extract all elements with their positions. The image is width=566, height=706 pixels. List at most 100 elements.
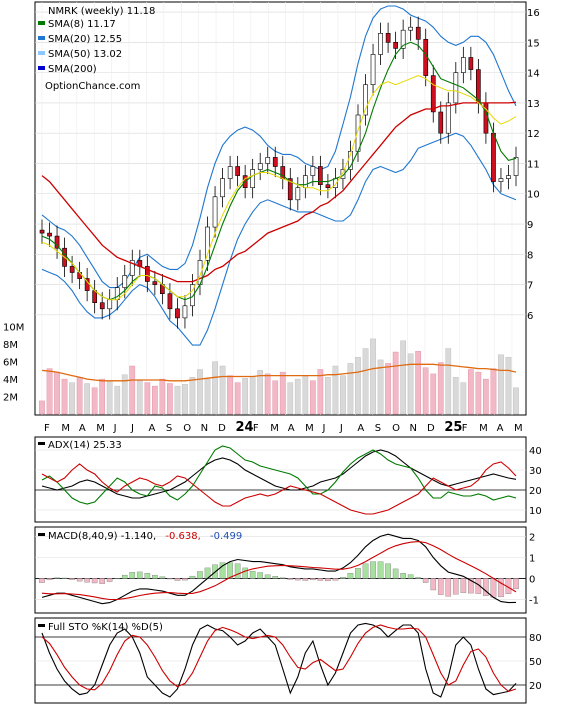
macd-histogram-bar xyxy=(39,578,45,583)
indicator-line xyxy=(41,624,517,693)
date-tick-label: M xyxy=(305,423,314,434)
macd-histogram-bar xyxy=(370,561,376,579)
volume-bar xyxy=(219,365,226,415)
macd-histogram-bar xyxy=(468,578,474,594)
volume-bar xyxy=(69,382,75,415)
macd-histogram-bar xyxy=(99,578,105,584)
price-panel-frame xyxy=(34,1,527,416)
volume-bar xyxy=(498,354,504,415)
volume-bar xyxy=(430,373,437,415)
candle-up xyxy=(182,305,188,319)
volume-bar xyxy=(370,338,376,415)
candle-up xyxy=(498,178,504,182)
candle-up xyxy=(227,166,233,179)
indicator-line xyxy=(41,541,517,601)
volume-bar xyxy=(317,369,324,415)
volume-bar xyxy=(452,377,459,415)
macd-histogram-bar xyxy=(167,578,173,580)
candle-up xyxy=(107,299,113,310)
candle-up xyxy=(513,157,519,176)
macd-histogram-bar xyxy=(362,563,369,579)
volume-bar xyxy=(347,363,354,415)
legend-sma20: SMA(20) 12.55 xyxy=(48,34,122,45)
volume-bar xyxy=(340,375,346,415)
price-tick-label: 7 xyxy=(527,281,533,292)
candle-up xyxy=(370,54,376,86)
date-tick-label: F xyxy=(253,423,259,434)
macd-histogram-bar xyxy=(385,563,391,579)
indicator-tick-label: 30 xyxy=(529,466,542,477)
volume-bar xyxy=(513,387,519,415)
macd-histogram-bar xyxy=(347,573,354,579)
date-tick-label: A xyxy=(497,423,504,434)
date-tick-label: M xyxy=(479,423,488,434)
candle-up xyxy=(310,166,316,176)
macd-histogram-bar xyxy=(332,578,339,581)
candle-down xyxy=(167,293,173,310)
indicator-tick-label: 2 xyxy=(529,532,535,543)
sma8-line xyxy=(41,41,517,301)
macd-title: MACD(8,40,9) -1.140, -0.638, -0.499 xyxy=(48,531,242,542)
volume-bar xyxy=(362,348,369,415)
macd-title-signal: -0.638, xyxy=(165,531,200,542)
legend-sma200: SMA(200) xyxy=(48,64,97,75)
macd-histogram-bar xyxy=(325,578,331,582)
candle-up xyxy=(265,157,271,164)
macd-histogram-bar xyxy=(407,574,414,579)
macd-histogram-bar xyxy=(355,568,361,579)
date-tick-label: D xyxy=(218,423,226,434)
macd-histogram-bar xyxy=(483,578,489,596)
candle-down xyxy=(430,75,436,113)
volume-bar xyxy=(99,378,106,415)
volume-tick-label: 6M xyxy=(3,358,18,369)
candle-down xyxy=(39,229,45,234)
candle-up xyxy=(506,175,511,179)
macd-histogram-bar xyxy=(189,575,196,579)
volume-bar xyxy=(227,375,233,415)
date-tick-label: S xyxy=(375,423,381,434)
date-tick-label: A xyxy=(148,423,155,434)
macd-histogram-bar xyxy=(302,578,309,581)
volume-bar xyxy=(121,374,128,415)
indicator-line xyxy=(41,461,517,515)
candle-down xyxy=(438,111,444,134)
macd-histogram-bar xyxy=(227,562,233,579)
macd-histogram-bar xyxy=(475,578,482,594)
macd-histogram-bar xyxy=(76,578,83,582)
legend-swatch-sma200 xyxy=(38,66,45,70)
candle-up xyxy=(205,226,210,261)
volume-bar xyxy=(257,370,264,415)
macd-title-hist: -0.499 xyxy=(210,531,242,542)
date-tick-label: J xyxy=(130,423,134,434)
date-tick-label: M xyxy=(96,423,105,434)
price-tick-label: 14 xyxy=(527,69,540,80)
macd-histogram-bar xyxy=(46,578,53,581)
volume-bar xyxy=(294,378,301,415)
macd-histogram-bar xyxy=(272,576,279,579)
volume-average-line xyxy=(41,363,517,382)
macd-histogram-bar xyxy=(174,578,181,581)
date-tick-label: S xyxy=(166,423,172,434)
volume-bar xyxy=(287,382,294,415)
macd-panel: -1 0 1 2 xyxy=(35,532,539,606)
macd-histogram-bar xyxy=(415,577,421,579)
candle-up xyxy=(453,72,459,104)
macd-histogram-bar xyxy=(136,571,143,579)
date-tick-label: F xyxy=(462,423,468,434)
price-tick-label: 16 xyxy=(527,8,540,19)
candle-up xyxy=(340,169,346,179)
indicator-line xyxy=(41,622,517,698)
volume-bar xyxy=(483,378,489,415)
price-tick-label: 10 xyxy=(527,190,540,201)
volume-bar xyxy=(151,385,158,415)
volume-bar xyxy=(415,351,422,415)
candle-down xyxy=(468,57,474,70)
volume-bar xyxy=(39,400,45,415)
price-tick-label: 9 xyxy=(527,220,533,231)
candle-up xyxy=(190,284,195,307)
candle-up xyxy=(257,163,263,170)
macd-histogram-bar xyxy=(460,578,467,593)
date-tick-label: A xyxy=(288,423,295,434)
candle-up xyxy=(408,26,414,31)
macd-histogram-bar xyxy=(129,572,136,579)
